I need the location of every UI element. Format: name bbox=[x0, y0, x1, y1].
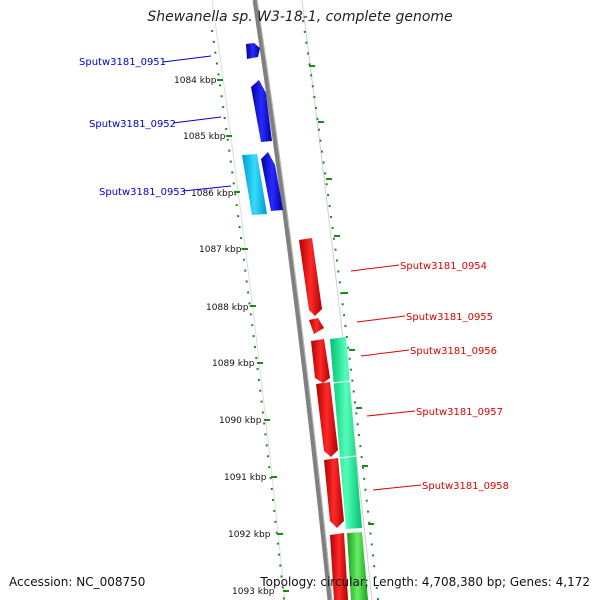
gene-label[interactable]: Sputw3181_0956 bbox=[410, 346, 497, 357]
tick-label: 1090 kbp bbox=[219, 416, 262, 426]
leader-lines-left bbox=[162, 55, 232, 192]
gene-next-red bbox=[330, 533, 348, 600]
gene-labels-left: Sputw3181_0951 Sputw3181_0952 Sputw3181_… bbox=[79, 57, 186, 198]
inner-ring-edge bbox=[211, 0, 286, 600]
tick-label: 1086 kbp bbox=[191, 189, 234, 199]
inner-major-ticks bbox=[217, 79, 289, 592]
gene-labels-right: Sputw3181_0954 Sputw3181_0955 Sputw3181_… bbox=[400, 261, 509, 492]
backbone-ring bbox=[252, 0, 333, 600]
plus-strand-genes bbox=[299, 238, 348, 600]
gene-sputw3181-0952[interactable] bbox=[251, 80, 272, 142]
gene-label[interactable]: Sputw3181_0951 bbox=[79, 57, 166, 68]
tick-label: 1084 kbp bbox=[174, 76, 217, 86]
gc-content-band-lower bbox=[347, 532, 368, 600]
outer-major-ticks bbox=[309, 65, 374, 525]
gene-label[interactable]: Sputw3181_0957 bbox=[416, 407, 503, 418]
gene-label[interactable]: Sputw3181_0952 bbox=[89, 119, 176, 130]
kbp-labels: 1084 kbp 1085 kbp 1086 kbp 1087 kbp 1088… bbox=[174, 76, 275, 597]
tick-label: 1093 kbp bbox=[232, 587, 275, 597]
outer-ring-edge bbox=[301, 0, 373, 600]
band-divider bbox=[332, 380, 351, 384]
accession-text: Accession: NC_008750 bbox=[9, 575, 146, 589]
leader-lines-right bbox=[350, 264, 422, 491]
gene-sputw3181-0957[interactable] bbox=[316, 382, 338, 457]
map-title: Shewanella sp. W3-18-1, complete genome bbox=[147, 9, 453, 25]
gene-sputw3181-0958[interactable] bbox=[324, 458, 344, 528]
gene-sputw3181-0951[interactable] bbox=[246, 43, 260, 59]
tick-label: 1085 kbp bbox=[183, 132, 226, 142]
genome-stats-text: Topology: circular; Length: 4,708,380 bp… bbox=[260, 575, 590, 589]
band-divider bbox=[338, 455, 357, 459]
tick-label: 1088 kbp bbox=[206, 303, 249, 313]
gene-label[interactable]: Sputw3181_0954 bbox=[400, 261, 487, 272]
gene-label[interactable]: Sputw3181_0958 bbox=[422, 481, 509, 492]
gene-sputw3181-0955[interactable] bbox=[309, 318, 324, 334]
tick-label: 1092 kbp bbox=[228, 530, 271, 540]
outer-tick-track bbox=[302, 19, 379, 600]
backbone-ring-highlight bbox=[256, 0, 333, 600]
gc-content-band bbox=[330, 337, 362, 529]
tick-label: 1089 kbp bbox=[212, 359, 255, 369]
gene-label[interactable]: Sputw3181_0953 bbox=[99, 187, 186, 198]
cyan-skew-band bbox=[242, 154, 267, 215]
tick-label: 1087 kbp bbox=[199, 245, 242, 255]
minus-strand-genes bbox=[246, 43, 283, 211]
gene-label[interactable]: Sputw3181_0955 bbox=[406, 312, 493, 323]
gene-sputw3181-0954[interactable] bbox=[299, 238, 322, 316]
tick-label: 1091 kbp bbox=[224, 473, 267, 483]
gene-sputw3181-0953[interactable] bbox=[261, 152, 283, 211]
gene-sputw3181-0956[interactable] bbox=[311, 339, 330, 383]
